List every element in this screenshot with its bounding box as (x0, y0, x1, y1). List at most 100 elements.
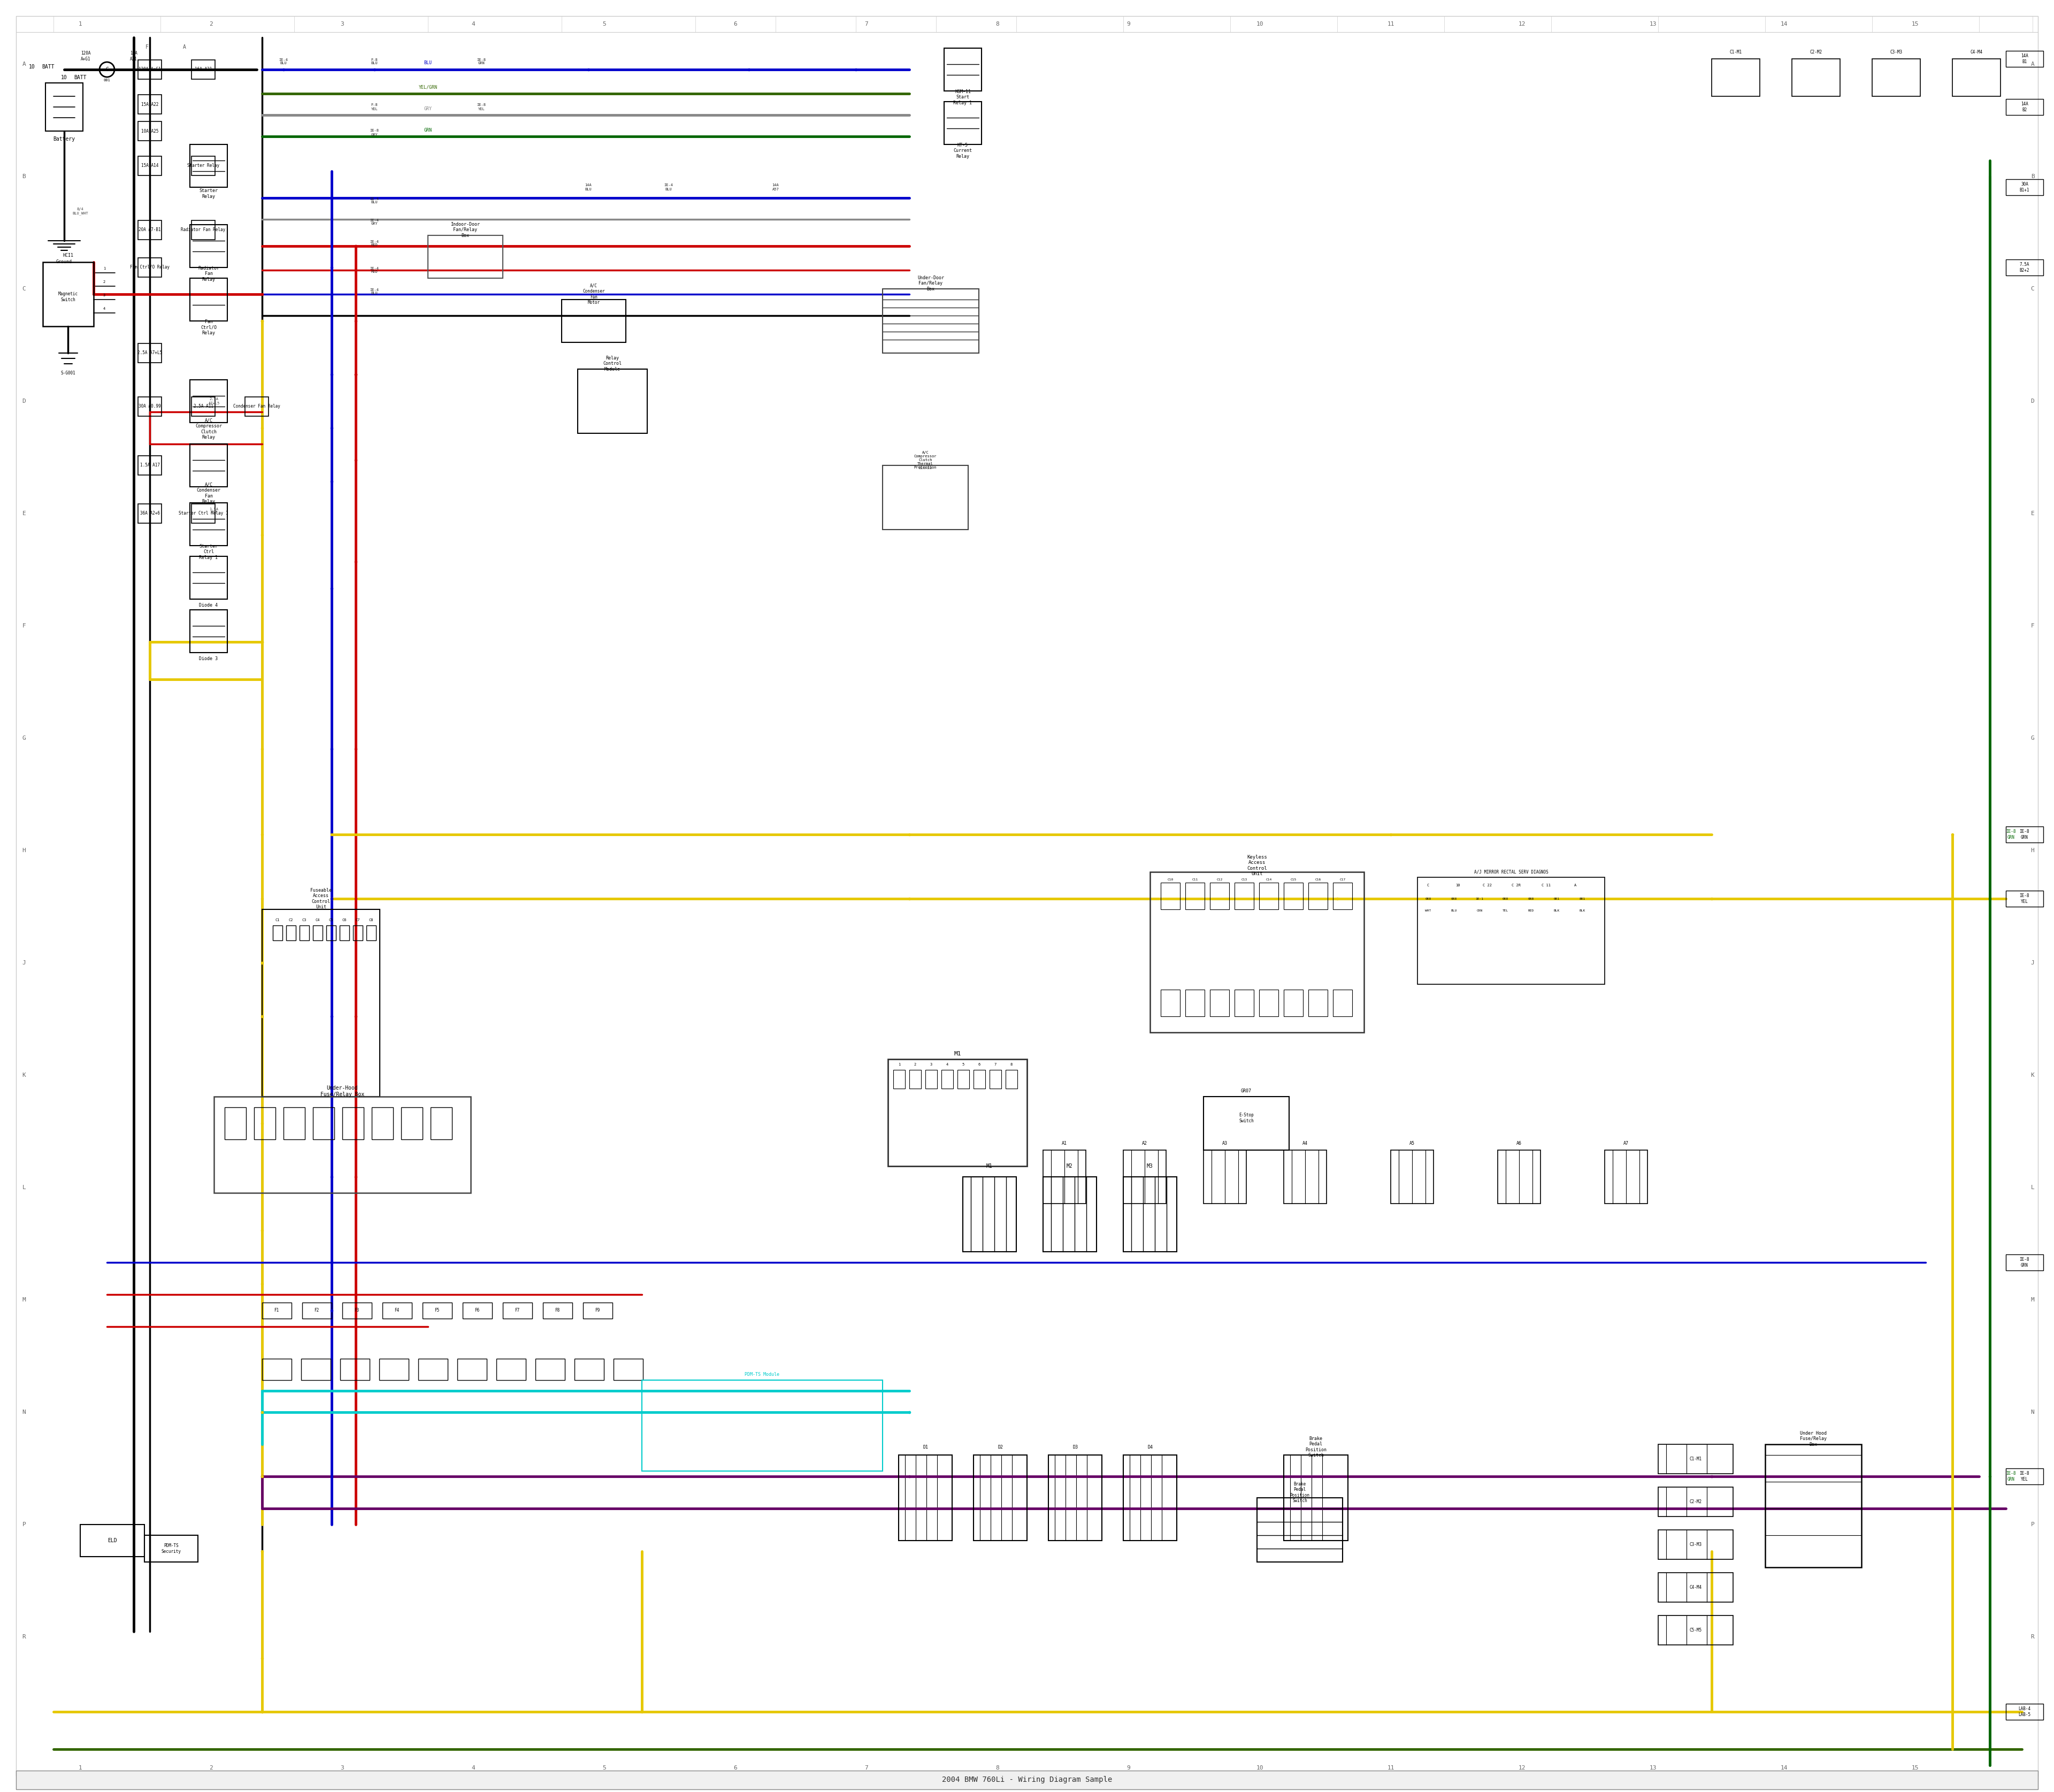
Text: GRY: GRY (423, 106, 431, 111)
Text: Magnetic
Switch: Magnetic Switch (58, 292, 78, 303)
Text: KGM-11
Start
Relay 1: KGM-11 Start Relay 1 (953, 90, 972, 106)
Bar (189, 504, 228, 545)
Bar (1284, 989, 1302, 1016)
Bar (43, 262, 94, 326)
Text: C11: C11 (1191, 878, 1197, 882)
Bar (138, 59, 162, 79)
Text: C 2R: C 2R (1512, 883, 1520, 887)
Text: C6: C6 (343, 919, 347, 921)
Text: IE-8
GRN: IE-8 GRN (2019, 1258, 2029, 1267)
Bar (423, 1303, 452, 1319)
Text: A: A (2031, 61, 2033, 66)
Bar (1150, 873, 1364, 1032)
Text: IE-8
GRN: IE-8 GRN (2019, 830, 2029, 840)
Text: 14A
BLU: 14A BLU (585, 185, 592, 190)
Text: N: N (23, 1410, 27, 1416)
Bar (1259, 989, 1278, 1016)
Bar (974, 1455, 1027, 1541)
Text: 8: 8 (996, 1765, 1000, 1770)
Text: A5: A5 (1409, 1142, 1415, 1147)
Text: Fan Ctrl/O Relay: Fan Ctrl/O Relay (129, 265, 170, 271)
Text: 10A A25: 10A A25 (142, 129, 158, 133)
Bar (536, 1358, 565, 1380)
Bar (963, 1177, 1017, 1253)
Text: YEL/GRN: YEL/GRN (419, 84, 438, 90)
Text: D1: D1 (922, 1444, 928, 1450)
Text: L: L (23, 1185, 27, 1190)
Text: A: A (183, 45, 187, 50)
Bar (887, 1059, 1027, 1167)
Bar (300, 925, 310, 941)
Text: E: E (23, 511, 27, 516)
Text: Radiator Fan Relay: Radiator Fan Relay (181, 228, 226, 233)
Bar (1953, 59, 2001, 97)
Text: 0R8: 0R8 (1528, 898, 1534, 900)
Text: J: J (23, 961, 27, 966)
Text: 30A
B1+1: 30A B1+1 (2019, 183, 2029, 192)
Text: 8: 8 (996, 22, 1000, 27)
Text: 11: 11 (1386, 1765, 1395, 1770)
Text: 0R8: 0R8 (1501, 898, 1508, 900)
Bar (974, 1070, 986, 1088)
Text: C 22: C 22 (1483, 883, 1491, 887)
Text: C4: C4 (316, 919, 320, 921)
Bar (990, 1070, 1002, 1088)
Bar (191, 156, 216, 176)
Text: 0R8: 0R8 (1450, 898, 1456, 900)
Text: 10: 10 (1257, 22, 1263, 27)
Bar (1124, 1177, 1177, 1253)
Text: 15: 15 (1912, 22, 1918, 27)
Text: P: P (2031, 1521, 2033, 1527)
Bar (497, 1358, 526, 1380)
Bar (577, 369, 647, 434)
Text: C 11: C 11 (1540, 883, 1551, 887)
Text: Starter Relay: Starter Relay (187, 163, 220, 168)
Bar (2007, 1704, 2044, 1720)
Text: M: M (23, 1297, 27, 1303)
Text: 5: 5 (602, 1765, 606, 1770)
Bar (1333, 883, 1352, 909)
Bar (945, 48, 982, 91)
Bar (189, 224, 228, 267)
Text: H: H (2031, 848, 2033, 853)
Bar (138, 156, 162, 176)
Bar (542, 1303, 573, 1319)
Bar (273, 925, 283, 941)
Bar (2007, 1254, 2044, 1271)
Text: 9: 9 (1128, 22, 1130, 27)
Text: IE-8
GRN: IE-8 GRN (477, 57, 487, 65)
Bar (380, 1358, 409, 1380)
Bar (191, 220, 216, 240)
Bar (1043, 1150, 1087, 1204)
Text: TEL: TEL (1501, 909, 1508, 912)
Text: C: C (23, 287, 27, 292)
Bar (286, 925, 296, 941)
Text: J: J (2031, 961, 2033, 966)
Bar (1497, 1150, 1540, 1204)
Text: Fuseable
Access
Control
Unit: Fuseable Access Control Unit (310, 887, 331, 909)
Text: 10: 10 (1456, 883, 1460, 887)
Text: BLK: BLK (1580, 909, 1586, 912)
Text: 7.5A
B2+2: 7.5A B2+2 (2019, 262, 2029, 272)
Bar (575, 1358, 604, 1380)
Bar (614, 1358, 643, 1380)
Bar (138, 396, 162, 416)
Bar (138, 455, 162, 475)
Text: 1: 1 (78, 22, 82, 27)
Text: 12: 12 (1518, 1765, 1526, 1770)
Bar (343, 1303, 372, 1319)
Text: A/C
Condenser
Fan
Relay: A/C Condenser Fan Relay (197, 482, 220, 504)
Bar (427, 235, 503, 278)
Text: Under-Hood
Fuse/Relay Box: Under-Hood Fuse/Relay Box (320, 1086, 364, 1097)
Text: N: N (2031, 1410, 2033, 1416)
Text: A/J MIRROR RECTAL SERV DIAGNOS: A/J MIRROR RECTAL SERV DIAGNOS (1475, 869, 1549, 874)
Text: M1: M1 (953, 1052, 961, 1057)
Text: D3: D3 (1072, 1444, 1078, 1450)
Text: Brake
Pedal
Position
Switch: Brake Pedal Position Switch (1290, 1482, 1310, 1503)
Bar (1284, 1150, 1327, 1204)
Text: 120A
A+G1: 120A A+G1 (80, 50, 90, 61)
Text: C: C (1428, 883, 1430, 887)
Bar (1333, 989, 1352, 1016)
Text: A4: A4 (1302, 1142, 1308, 1147)
Text: B: B (23, 174, 27, 179)
